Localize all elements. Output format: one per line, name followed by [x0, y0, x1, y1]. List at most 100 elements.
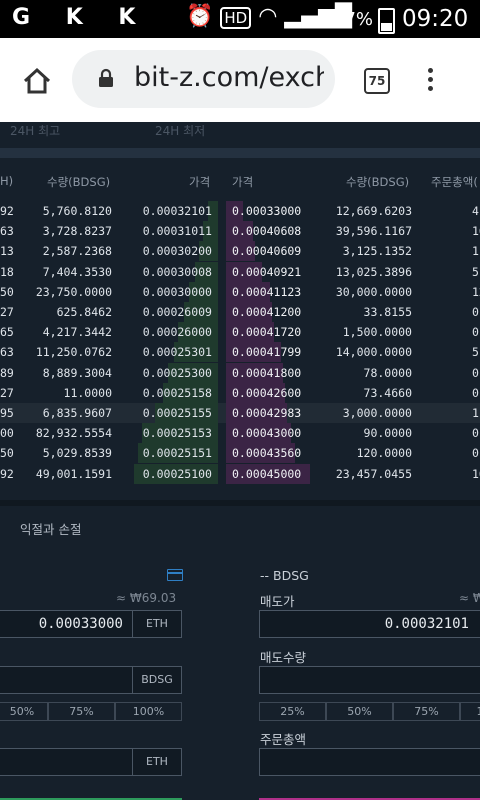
url-text[interactable]: bit-z.com/exchange	[134, 62, 324, 93]
bid-amount-cell: 5,760.8120	[42, 204, 112, 218]
ask-total-cell: 0	[472, 385, 479, 400]
bid-total-cell: 50	[0, 446, 14, 461]
ask-depth-bar	[226, 423, 292, 444]
status-bar: G K K ⏰ HD ◠ ▂▄▆█ 37% 09:20	[0, 0, 480, 38]
bid-amount-cell: 49,001.1591	[35, 466, 112, 481]
orderbook-row[interactable]: 00 82,932.5554 0.00025153 0.00043000 90.0000…	[0, 423, 480, 444]
bid-amount-cell: 11,250.0762	[35, 345, 112, 360]
ask-price-cell: 0.00043000	[232, 426, 302, 441]
buy-button[interactable]	[0, 798, 182, 800]
ask-price-cell: 0.00040609	[232, 244, 302, 259]
ask-price-cell: 0.00042600	[232, 385, 302, 400]
orderbook-row[interactable]: 92 49,001.1591 0.00025100 0.00045000 23,457.…	[0, 463, 480, 484]
ask-total-cell: 0	[472, 426, 479, 441]
ask-price-cell: 0.00041800	[232, 365, 302, 380]
address-bar[interactable]: bit-z.com/exchange	[72, 50, 335, 108]
ask-total-cell: 1	[472, 406, 479, 420]
ask-price-cell: 0.00033000	[232, 204, 302, 218]
orderbook-row[interactable]: 92 5,760.8120 0.00032101 0.00033000 12,669.6…	[0, 201, 480, 221]
bid-price-cell: 0.00030200	[142, 244, 212, 259]
orderbook-row[interactable]: 89 8,889.3004 0.00025300 0.00041800 78.0000 0	[0, 362, 480, 383]
ask-amount-cell: 13,025.3896	[335, 264, 412, 279]
clock: 09:20	[402, 6, 469, 32]
buy-price-input[interactable]: 0.00033000 ETH	[0, 610, 182, 638]
bid-price-cell: 0.00030008	[142, 264, 212, 279]
ask-amount-cell: 30,000.0000	[335, 284, 412, 299]
buy-percent-50[interactable]: 50%	[0, 702, 48, 721]
overflow-menu-icon[interactable]	[428, 68, 434, 92]
sell-total-label: 주문총액	[260, 732, 307, 747]
ask-price-cell: 0.00041799	[232, 345, 302, 360]
sell-percent-75[interactable]: 75%	[393, 702, 460, 721]
card-icon[interactable]	[167, 569, 183, 581]
bid-amount-cell: 6,835.9607	[42, 406, 112, 420]
sell-price-label: 매도가	[260, 594, 295, 609]
bid-depth-bar	[138, 443, 218, 464]
buy-percent-100[interactable]: 100%	[115, 702, 182, 721]
bid-price-cell: 0.00025100	[142, 466, 212, 481]
ask-amount-cell: 33.8155	[363, 305, 412, 319]
browser-toolbar: bit-z.com/exchange 75	[0, 38, 480, 122]
orderbook-row[interactable]: 27 11.0000 0.00025158 0.00042600 73.4660 0	[0, 382, 480, 403]
ask-amount-cell: 39,596.1167	[335, 224, 412, 239]
bid-total-cell: 89	[0, 365, 14, 380]
bid-total-cell: 92	[0, 466, 14, 481]
ask-depth-bar	[226, 201, 243, 221]
orderbook-row[interactable]: 63 3,728.8237 0.00031011 0.00040608 39,596.1…	[0, 221, 480, 242]
ask-amount-cell: 1,500.0000	[342, 325, 412, 340]
orderbook-row[interactable]: 13 2,587.2368 0.00030200 0.00040609 3,125.13…	[0, 241, 480, 262]
ask-total-cell: 0	[472, 305, 479, 319]
orderbook-row[interactable]: 50 23,750.0000 0.00030000 0.00041123 30,000.…	[0, 281, 480, 302]
buy-price-value: 0.00033000	[38, 616, 123, 632]
ask-total-cell: 4	[472, 204, 479, 218]
orderbook-row[interactable]: 95 6,835.9607 0.00025155 0.00042983 3,000.00…	[0, 403, 480, 423]
tab-switcher-icon[interactable]: 75	[364, 68, 390, 94]
buy-total-unit: ETH	[132, 749, 181, 775]
battery-percent: 37%	[333, 9, 374, 30]
tab-stop-limit[interactable]: 익절과 손절	[20, 522, 82, 537]
notification-icons: G K K	[12, 5, 150, 30]
sell-percent-50[interactable]: 50%	[326, 702, 393, 721]
home-icon[interactable]	[22, 66, 52, 96]
orderbook-row[interactable]: 50 5,029.8539 0.00025151 0.00043560 120.0000…	[0, 443, 480, 464]
sell-total-input[interactable]	[259, 748, 480, 776]
sell-percent-25[interactable]: 25%	[259, 702, 326, 721]
ask-depth-bar	[226, 463, 310, 484]
bid-amount-header: 수량(BDSG)	[47, 175, 111, 189]
sell-button[interactable]	[259, 798, 480, 800]
buy-amount-unit: BDSG	[132, 667, 181, 693]
ask-depth-bar	[226, 281, 271, 302]
sell-balance: -- BDSG	[260, 568, 309, 583]
ask-total-cell: 12	[472, 284, 480, 299]
ask-total-cell: 0	[472, 365, 479, 380]
ask-amount-cell: 23,457.0455	[335, 466, 412, 481]
ask-depth-bar	[226, 362, 283, 383]
bid-amount-cell: 11.0000	[63, 385, 112, 400]
bid-price-cell: 0.00031011	[142, 224, 212, 239]
bid-depth-bar	[142, 423, 218, 444]
ask-amount-cell: 90.0000	[363, 426, 412, 441]
orderbook-row[interactable]: 65 4,217.3442 0.00026000 0.00041720 1,500.00…	[0, 322, 480, 343]
sell-amount-input[interactable]	[259, 666, 480, 694]
buy-percent-75[interactable]: 75%	[48, 702, 115, 721]
bid-amount-cell: 5,029.8539	[42, 446, 112, 461]
orderbook-row[interactable]: 18 7,404.3530 0.00030008 0.00040921 13,025.3…	[0, 261, 480, 282]
orderbook-row[interactable]: 27 625.8462 0.00026009 0.00041200 33.8155 0	[0, 302, 480, 322]
sell-percent-100[interactable]: 1	[460, 702, 480, 721]
buy-amount-input[interactable]: BDSG	[0, 666, 182, 694]
orderbook-row[interactable]: 63 11,250.0762 0.00025301 0.00041799 14,000.…	[0, 342, 480, 363]
bid-total-cell: 63	[0, 345, 14, 360]
sell-price-input[interactable]: 0.00032101	[259, 610, 480, 638]
divider	[0, 148, 480, 158]
ask-depth-bar	[226, 302, 273, 322]
bid-total-cell: 50	[0, 284, 14, 299]
bid-price-cell: 0.00025301	[142, 345, 212, 360]
buy-total-input[interactable]: ETH	[0, 748, 182, 776]
bid-total-cell: 13	[0, 244, 14, 259]
bid-depth-bar	[167, 362, 218, 383]
ask-total-cell: 10	[472, 466, 480, 481]
bid-amount-cell: 4,217.3442	[42, 325, 112, 340]
ask-price-cell: 0.00041720	[232, 325, 302, 340]
high-24h-label: 24H 최고	[10, 124, 61, 138]
ask-price-header: 가격	[232, 175, 254, 189]
